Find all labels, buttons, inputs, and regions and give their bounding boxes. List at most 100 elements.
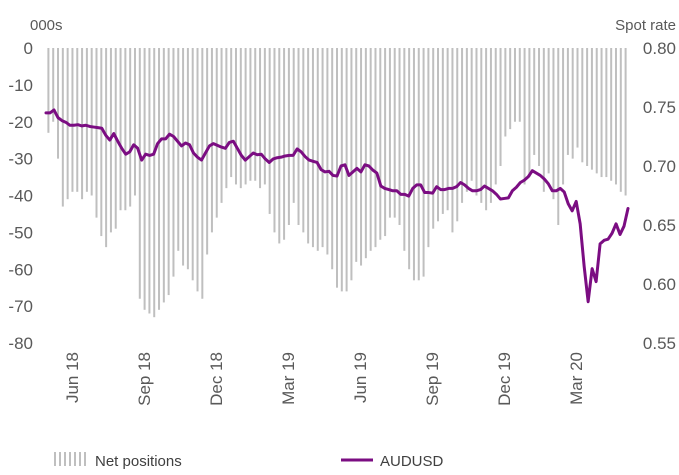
net-position-bar (398, 48, 401, 225)
net-position-bar (263, 48, 266, 185)
net-position-bar (124, 48, 127, 211)
net-position-bar (470, 48, 473, 181)
left-axis-tick-label: -20 (8, 113, 33, 132)
net-position-bar (76, 48, 79, 192)
net-position-bar (523, 48, 526, 185)
net-position-bar (297, 48, 300, 225)
net-position-bar (446, 48, 449, 211)
net-position-bar (427, 48, 430, 248)
net-position-bar (605, 48, 608, 178)
net-position-bar (215, 48, 218, 218)
left-axis-tick-label: -30 (8, 150, 33, 169)
net-position-bar (590, 48, 593, 170)
net-position-bar (129, 48, 132, 207)
net-position-bar (138, 48, 141, 299)
net-position-bar (172, 48, 175, 277)
net-position-bar (499, 48, 502, 166)
right-axis-tick-label: 0.75 (643, 98, 676, 117)
net-position-bar (249, 48, 252, 181)
net-position-bar (182, 48, 185, 266)
net-position-bar (61, 48, 64, 207)
net-position-bar (528, 48, 531, 178)
net-position-bar (186, 48, 189, 270)
x-axis-tick-label: Sep 18 (135, 352, 154, 406)
net-position-bar (119, 48, 122, 211)
net-position-bar (614, 48, 617, 185)
net-position-bar (244, 48, 247, 185)
net-position-bar (153, 48, 156, 318)
net-position-bar (485, 48, 488, 211)
right-axis-ticks: 0.80 0.75 0.70 0.65 0.60 0.55 (643, 39, 676, 353)
net-position-bar (133, 48, 136, 196)
left-axis-tick-label: -40 (8, 187, 33, 206)
net-position-bar (95, 48, 98, 218)
net-position-bar (403, 48, 406, 251)
net-position-bar (336, 48, 338, 288)
x-axis-tick-label: Mar 19 (279, 352, 298, 405)
net-position-bar (326, 48, 329, 255)
net-position-bar (292, 48, 295, 203)
left-axis-tick-label: -70 (8, 297, 33, 316)
left-axis-tick-label: -10 (8, 76, 33, 95)
audusd-line (44, 108, 630, 304)
net-position-bar (259, 48, 262, 189)
x-axis-tick-label: Dec 18 (207, 352, 226, 406)
net-position-bar (557, 48, 560, 225)
net-position-bar (158, 48, 161, 310)
net-position-bar (85, 48, 88, 192)
net-position-bar (254, 48, 257, 181)
net-position-bar (538, 48, 541, 166)
net-position-bar (177, 48, 180, 251)
net-position-bar (287, 48, 290, 225)
net-position-bar (360, 48, 363, 266)
net-position-bar (316, 48, 319, 251)
net-position-bar (350, 48, 353, 281)
net-position-bar (417, 48, 420, 281)
right-axis-unit-label: Spot rate (615, 17, 676, 34)
net-position-bar (283, 48, 286, 240)
net-position-bar (278, 48, 281, 244)
net-position-bar (220, 48, 223, 203)
net-position-bar (143, 48, 146, 310)
net-position-bar (513, 48, 516, 122)
net-position-bar (576, 48, 579, 148)
net-position-bar (268, 48, 271, 214)
net-position-bar (566, 48, 569, 155)
x-axis-tick-label: Mar 20 (567, 352, 586, 405)
net-position-bar (509, 48, 512, 130)
x-axis-tick-label: Dec 19 (495, 352, 514, 406)
net-position-bar (167, 48, 170, 296)
net-position-bar (571, 48, 574, 159)
net-position-bar (90, 48, 93, 196)
net-position-bar (52, 48, 55, 122)
audusd-line-group (44, 108, 630, 304)
net-position-bar (201, 48, 204, 299)
net-position-bar (581, 48, 584, 163)
x-axis-tick-label: Jun 18 (63, 352, 82, 403)
net-position-bar (148, 48, 151, 314)
right-axis-tick-label: 0.65 (643, 216, 676, 235)
net-position-bar (408, 48, 411, 270)
net-position-bar (225, 48, 228, 189)
net-position-bar (586, 48, 589, 166)
net-position-bar (105, 48, 108, 248)
net-position-bar (437, 48, 440, 222)
net-position-bar (422, 48, 425, 277)
net-position-bar (610, 48, 613, 181)
net-position-bar (384, 48, 387, 237)
net-position-bar (475, 48, 478, 196)
net-position-bar (562, 48, 565, 185)
net-position-bar (47, 48, 50, 133)
net-position-bar (547, 48, 550, 174)
net-position-bar (162, 48, 165, 303)
left-axis-ticks: 0 -10 -20 -30 -40 -50 -60 -70 -80 (8, 39, 33, 353)
legend: Net positions AUDUSD (54, 452, 444, 470)
left-axis-tick-label: -60 (8, 260, 33, 279)
net-position-bar (494, 48, 497, 185)
net-position-bar (480, 48, 483, 203)
left-axis-tick-label: -50 (8, 223, 33, 242)
net-position-bar (374, 48, 377, 248)
net-position-bar (456, 48, 459, 222)
net-position-bar (465, 48, 468, 192)
